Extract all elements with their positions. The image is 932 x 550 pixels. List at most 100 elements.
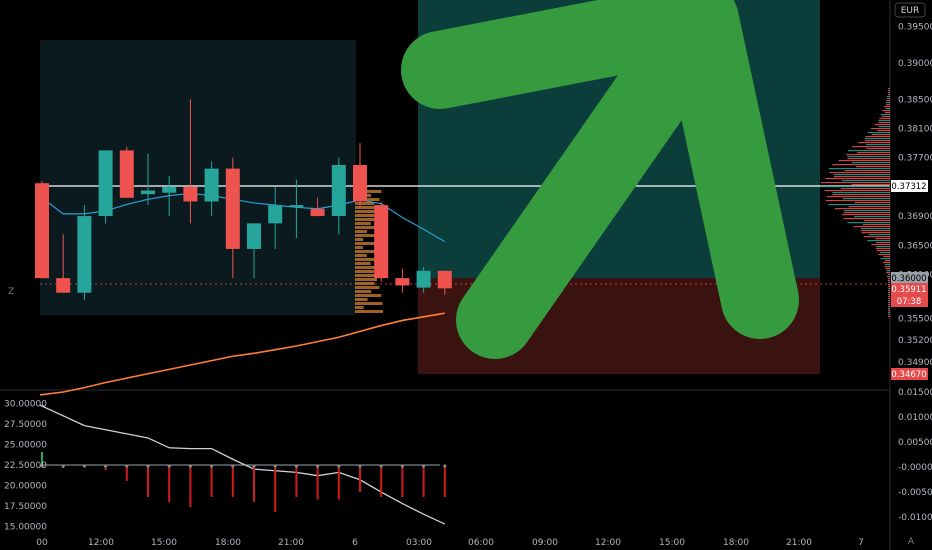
- volume-profile-bar: [878, 122, 890, 124]
- history-highlight: [40, 40, 356, 315]
- oscillator-tick-label: 22.50000: [4, 461, 47, 471]
- volume-profile-bar: [885, 268, 890, 270]
- price-tick-label: 0.36500: [898, 241, 932, 251]
- volume-profile-bar: [868, 234, 890, 236]
- candle-body: [98, 150, 113, 217]
- volume-profile-left: [355, 190, 383, 313]
- volume-profile-bar: [885, 104, 890, 106]
- volume-profile-bar: [820, 182, 890, 184]
- volume-profile-bar: [888, 314, 890, 316]
- currency-label: EUR: [901, 6, 920, 16]
- volume-profile-bar: [888, 316, 890, 318]
- histogram-dot: [294, 464, 298, 468]
- candle-body: [56, 278, 71, 293]
- volume-profile-bar: [886, 276, 890, 278]
- time-tick-label: 21:00: [278, 538, 304, 548]
- volume-profile-bar: [838, 160, 890, 162]
- volume-profile-bar: [355, 290, 372, 293]
- volume-profile-bar: [355, 218, 380, 221]
- z-icon[interactable]: Z: [8, 287, 14, 297]
- candle-body: [416, 270, 431, 288]
- volume-profile-bar: [355, 270, 374, 273]
- candle-body: [374, 205, 389, 279]
- volume-profile-bar: [825, 178, 890, 180]
- volume-profile-bar: [355, 250, 383, 253]
- histogram-bar: [422, 467, 425, 497]
- volume-profile-bar: [885, 102, 890, 104]
- volume-profile-bar: [878, 120, 890, 122]
- volume-profile-bar: [843, 212, 890, 214]
- volume-profile-bar: [825, 200, 890, 202]
- histogram-bar: [359, 467, 361, 492]
- oscillator-tick-label: 17.50000: [4, 502, 47, 512]
- lower-axis-tick-label: -0.00000: [898, 463, 932, 473]
- volume-profile-bar: [862, 224, 890, 226]
- price-tag-label: 0.36000: [891, 274, 926, 284]
- volume-profile-bar: [866, 148, 890, 150]
- volume-profile-bar: [854, 202, 890, 204]
- volume-profile-bar: [355, 306, 364, 309]
- volume-profile-right: [820, 88, 890, 318]
- volume-profile-bar: [355, 234, 383, 237]
- volume-profile-bar: [858, 142, 890, 144]
- histogram-dot: [125, 464, 129, 468]
- price-tick-label: 0.39000: [898, 59, 932, 69]
- volume-profile-bar: [854, 216, 890, 218]
- volume-profile-bar: [888, 288, 890, 290]
- candle-body: [247, 223, 261, 249]
- histogram-dot: [40, 464, 44, 468]
- lower-axis-tick-label: -0.00500: [898, 488, 932, 498]
- volume-profile-bar: [888, 94, 890, 96]
- oscillator-tick-label: 15.00000: [4, 523, 47, 533]
- candle-body: [310, 208, 325, 217]
- volume-profile-bar: [870, 128, 890, 130]
- lower-price-axis: 0.01500 0.01000 0.00500 -0.00000 -0.00500 -0.…: [898, 388, 932, 523]
- price-tick-label: 0.34900: [898, 358, 932, 368]
- volume-profile-bar: [886, 270, 890, 272]
- volume-profile-bar: [884, 266, 890, 268]
- volume-profile-bar: [355, 230, 368, 233]
- volume-profile-bar: [888, 300, 890, 302]
- candle-body: [268, 205, 283, 224]
- volume-profile-bar: [882, 262, 890, 264]
- histogram-dot: [422, 464, 426, 468]
- volume-profile-bar: [355, 238, 364, 241]
- volume-profile-bar: [886, 272, 890, 274]
- volume-profile-bar: [840, 188, 890, 190]
- volume-profile-bar: [355, 282, 375, 285]
- volume-profile-bar: [855, 166, 890, 168]
- volume-profile-bar: [888, 298, 890, 300]
- volume-profile-bar: [863, 236, 890, 238]
- volume-profile-bar: [853, 226, 890, 228]
- volume-profile-bar: [847, 222, 890, 224]
- price-tag-label: 07:38: [897, 297, 922, 307]
- candle-body: [331, 164, 346, 217]
- lower-axis-tick-label: 0.01000: [898, 413, 932, 423]
- volume-profile-bar: [355, 286, 380, 289]
- volume-profile-bar: [355, 246, 363, 249]
- volume-profile-bar: [877, 130, 890, 132]
- volume-profile-bar: [878, 126, 890, 128]
- volume-profile-bar: [888, 284, 890, 286]
- volume-profile-bar: [847, 158, 890, 160]
- histogram-bar: [168, 467, 171, 502]
- price-tag-label: 0.34670: [891, 370, 926, 380]
- price-tick-label: 0.37700: [898, 154, 932, 164]
- histogram-bar: [104, 467, 107, 470]
- histogram-dot: [167, 464, 171, 468]
- volume-profile-bar: [880, 114, 890, 116]
- histogram-dot: [316, 464, 320, 468]
- candle-body: [119, 150, 134, 198]
- volume-profile-bar: [355, 278, 377, 281]
- histogram-bars: [40, 452, 447, 512]
- candle-body: [225, 168, 240, 249]
- volume-profile-bar: [888, 312, 890, 314]
- volume-profile-bar: [355, 242, 383, 245]
- currency-selector[interactable]: EUR: [894, 2, 926, 18]
- volume-profile-bar: [875, 246, 890, 248]
- time-tick-label: 6: [352, 538, 358, 548]
- histogram-bar: [380, 467, 383, 497]
- a-icon[interactable]: A: [908, 537, 915, 547]
- volume-profile-bar: [871, 244, 890, 246]
